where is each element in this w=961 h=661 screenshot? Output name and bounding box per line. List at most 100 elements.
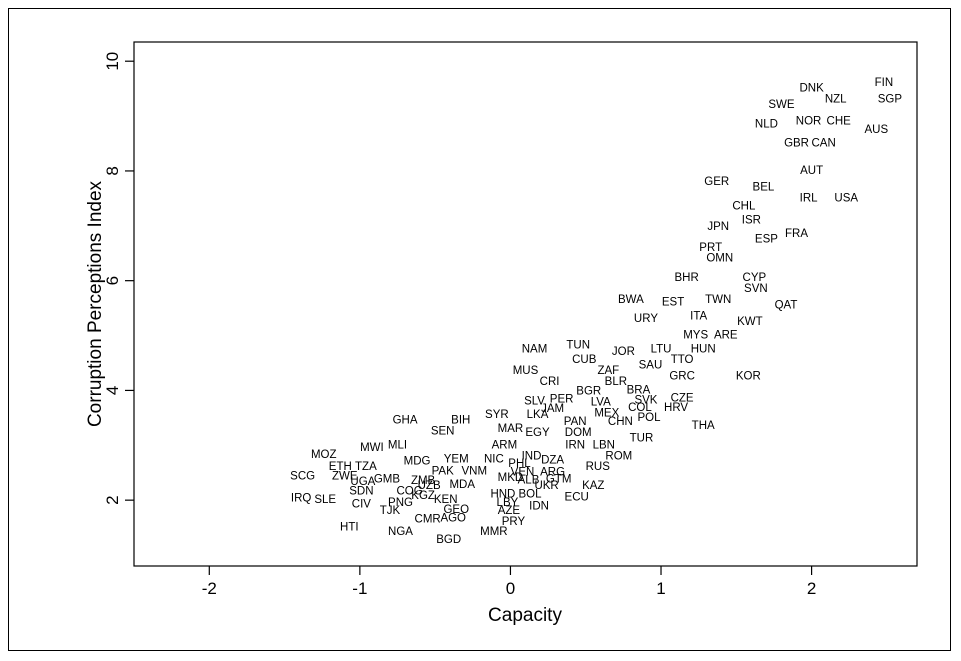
data-point-label: UZB [418,480,441,492]
data-point-label: NLD [755,118,778,130]
data-point-label: IRQ [291,493,312,505]
figure-frame [8,8,951,651]
x-tick-label: 2 [807,579,816,598]
data-point-label: EGY [525,427,550,439]
data-point-label: MDA [449,479,475,491]
data-point-label: GTM [546,473,572,485]
data-point-label: BGR [576,386,601,398]
data-point-label: MOZ [311,449,337,461]
y-axis-title: Corruption Perceptions Index [85,180,106,427]
data-point-label: IDN [529,501,549,513]
data-point-label: ITA [690,310,707,322]
data-point-label: MLI [388,439,407,451]
data-point-label: SVN [744,283,768,295]
data-point-label: SDN [349,485,373,497]
data-point-label: ZAF [597,365,619,377]
y-tick-label: 10 [103,52,122,71]
data-point-label: SLE [314,494,336,506]
data-point-label: THA [692,420,715,432]
data-point-label: NZL [825,94,847,106]
data-point-label: KEN [434,494,458,506]
data-point-label: GER [704,176,729,188]
data-point-label: MDG [404,456,431,468]
data-point-label: GBR [784,138,809,150]
data-point-label: HRV [664,402,688,414]
data-point-label: LTU [651,343,672,355]
data-point-label: BRA [627,384,651,396]
data-point-label: HUN [691,343,716,355]
data-point-label: MKD [498,472,524,484]
data-point-label: BGD [436,534,461,546]
data-point-label: LKA [527,409,549,421]
data-point-label: ESP [755,234,778,246]
data-point-label: ETH [329,461,352,473]
data-point-label: VEN [511,467,535,479]
data-point-label: MEX [594,407,619,419]
data-point-label: NAM [522,343,548,355]
data-point-label: AUS [865,124,889,136]
data-point-label: CYP [743,272,767,284]
data-point-label: UGA [350,476,375,488]
data-point-label: EST [662,297,684,309]
data-point-label: HTI [340,522,359,534]
data-point-label: PRT [699,242,722,254]
y-axis: 2 4 6 8 10 [103,52,134,505]
data-point-label: BHR [674,272,698,284]
data-point-label: COL [628,402,652,414]
y-tick-label: 4 [103,386,122,395]
data-point-label: PER [550,394,574,406]
data-point-label: MAR [498,423,524,435]
data-point-label: NOR [796,116,822,128]
data-point-label: ECU [565,491,589,503]
data-point-label: SYR [485,409,509,421]
data-point-label: ROM [605,450,632,462]
data-point-label: CHN [608,416,633,428]
x-tick-label: -2 [202,579,217,598]
x-tick-label: -1 [352,579,367,598]
data-point-label: ISR [742,214,761,226]
data-point-label: PAK [432,466,454,478]
data-point-label: CHE [827,116,852,128]
data-point-label: MWI [360,442,384,454]
data-point-label: DZA [541,455,564,467]
data-point-label: MYS [683,330,708,342]
data-point-label: CHL [732,201,756,213]
data-point-label: OMN [706,253,733,265]
data-point-label: TWN [705,294,731,306]
data-point-label: KAZ [582,480,604,492]
data-point-label: NGA [388,526,413,538]
data-point-label: ALB [518,474,540,486]
data-point-label: TUN [566,339,590,351]
data-point-label: RUS [586,461,611,473]
data-point-label: KGZ [411,490,435,502]
data-point-label: ARG [540,467,565,479]
data-point-label: SAU [639,360,663,372]
data-point-label: PNG [388,497,413,509]
data-point-label: BLR [605,376,627,388]
data-point-label: JAM [541,403,564,415]
data-point-label: MMR [480,526,507,538]
data-point-label: ZMB [411,475,436,487]
data-point-label: FRA [785,228,808,240]
data-point-label: IRN [565,439,585,451]
data-point-label: LBN [593,439,615,451]
data-point-label: QAT [775,299,798,311]
data-point-label: MUS [513,365,539,377]
data-point-label: TJK [380,505,401,517]
data-point-label: SWE [768,99,795,111]
data-point-label: BIH [451,415,470,427]
data-point-label: BEL [753,181,775,193]
data-point-label: CMR [415,513,441,525]
data-point-label: LBY [497,497,519,509]
x-tick-label: 0 [506,579,515,598]
data-point-label: UKR [534,480,558,492]
plot-area-border [133,41,918,567]
x-tick-label: 1 [656,579,665,598]
data-point-label: YEM [444,454,469,466]
data-point-label: TZA [355,461,377,473]
y-tick-label: 8 [103,166,122,175]
data-point-label: IND [522,450,542,462]
y-tick-label: 6 [103,276,122,285]
